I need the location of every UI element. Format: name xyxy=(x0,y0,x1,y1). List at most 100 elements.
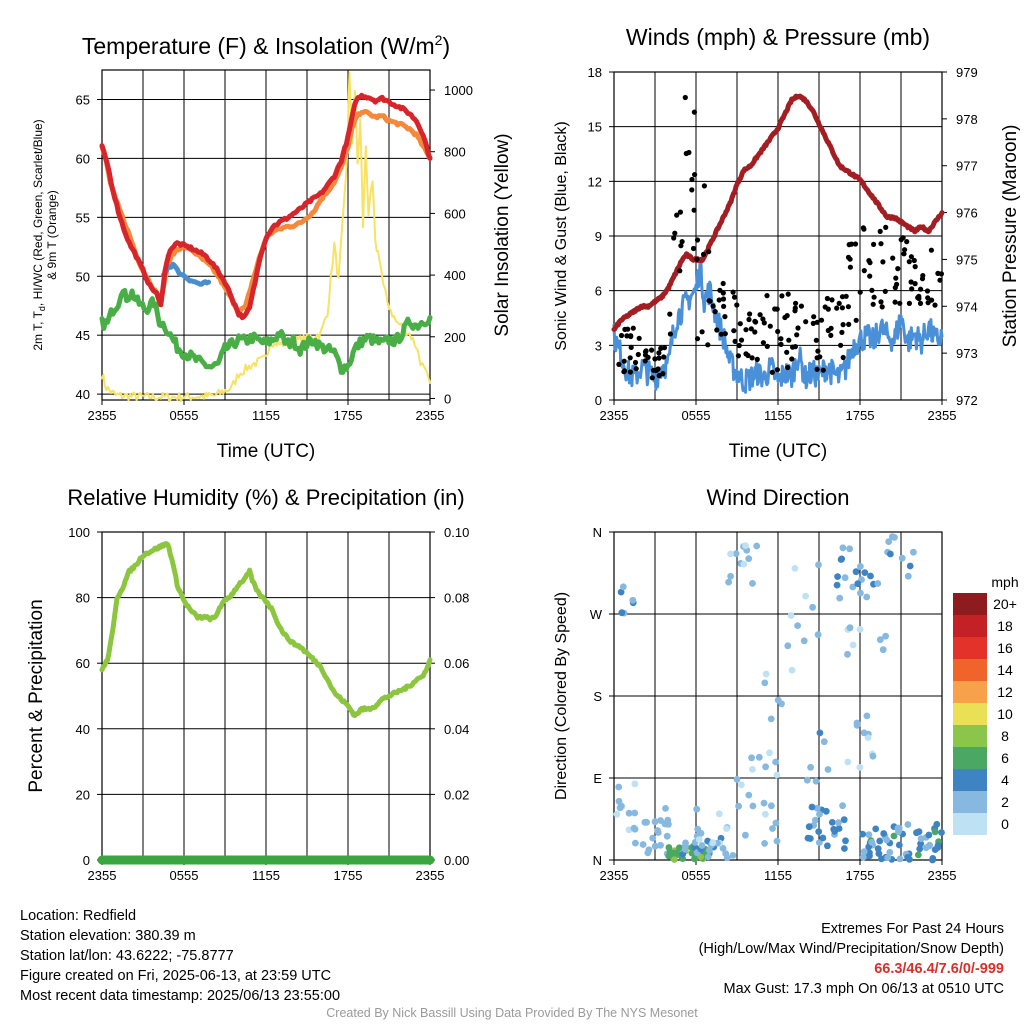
wind-gust-point xyxy=(912,281,918,287)
wind-gust-point xyxy=(661,354,667,360)
dir-point xyxy=(715,810,723,818)
dir-point xyxy=(880,830,888,837)
dir-point xyxy=(910,548,917,556)
wind-gust-point xyxy=(878,299,884,305)
dir-point xyxy=(846,545,853,553)
wind-gust-point xyxy=(720,296,727,302)
wind-y2tick-label: 979 xyxy=(956,65,978,80)
wind-gust-point xyxy=(706,249,712,255)
rh-xtick-label: 2355 xyxy=(88,868,117,883)
wind-gust-point xyxy=(749,355,755,361)
rh-xtick-label: 1155 xyxy=(252,868,280,883)
dir-point xyxy=(904,821,912,828)
dir-point xyxy=(787,612,795,619)
wind-y2tick-label: 975 xyxy=(956,252,978,267)
temp-series-dew xyxy=(99,287,433,375)
wind-gust-point xyxy=(721,303,727,309)
wind-gust-point xyxy=(624,333,630,339)
wind-gust-point xyxy=(734,302,740,308)
wind-gust-point xyxy=(671,235,677,241)
dir-legend-swatch xyxy=(953,747,987,769)
wind-y2tick-label: 978 xyxy=(956,112,978,127)
wind-gust-point xyxy=(906,300,913,306)
wind-gust-point xyxy=(689,176,695,183)
dir-point xyxy=(879,646,887,654)
wind-gust-point xyxy=(918,286,924,292)
dir-point xyxy=(925,831,933,839)
station-elevation: Station elevation: 380.39 m xyxy=(20,928,196,944)
wind-gust-point xyxy=(722,331,728,337)
dir-chart-title: Wind Direction xyxy=(706,485,849,510)
dir-point xyxy=(670,849,678,857)
wind-xtick-label: 1755 xyxy=(846,408,875,423)
rh-ytick-label: 80 xyxy=(76,591,90,606)
wind-y2tick-label: 977 xyxy=(956,159,978,174)
wind-gust-point xyxy=(917,300,924,306)
dir-legend-label: 16 xyxy=(997,640,1013,656)
temp-y2tick-label: 0 xyxy=(444,391,451,406)
wind-gust-point xyxy=(845,304,852,310)
wind-gust-point xyxy=(840,322,846,328)
dir-point xyxy=(906,562,914,570)
dir-point xyxy=(864,734,872,741)
wind-gust-point xyxy=(845,254,852,260)
dir-legend-swatch xyxy=(953,637,987,659)
dir-point xyxy=(828,819,836,826)
dir-point xyxy=(917,840,924,848)
dir-point xyxy=(727,572,734,580)
dir-point xyxy=(762,763,769,771)
wind-gust-point xyxy=(738,337,745,343)
wind-gust-point xyxy=(828,325,834,331)
temp-xtick-label: 2355 xyxy=(88,408,117,423)
dir-point xyxy=(727,550,734,558)
wind-gust-point xyxy=(893,275,899,281)
dir-point xyxy=(860,848,868,856)
wind-gust-point xyxy=(822,304,828,310)
wind-gust-point xyxy=(847,264,854,270)
dir-point xyxy=(691,854,699,862)
wind-gust-point xyxy=(636,335,642,341)
temp-ylabel-line2: & 9m T (Orange) xyxy=(45,190,59,280)
wind-gust-point xyxy=(660,371,666,377)
dir-point xyxy=(769,825,776,832)
wind-gust-point xyxy=(628,333,634,339)
wind-gust-point xyxy=(860,225,867,231)
wind-xlabel: Time (UTC) xyxy=(729,441,828,462)
wind-gust-point xyxy=(778,336,784,342)
dir-point xyxy=(630,824,638,832)
wind-gust-point xyxy=(912,264,918,270)
wind-gust-point xyxy=(932,302,938,308)
wind-gust-point xyxy=(625,326,631,332)
wind-y2tick-label: 973 xyxy=(956,346,978,361)
dir-point xyxy=(835,819,842,827)
dir-ytick-label: S xyxy=(593,689,602,704)
wind-gust-point xyxy=(656,350,662,356)
dir-legend-label: 18 xyxy=(997,618,1013,634)
wind-gust-point xyxy=(866,258,872,264)
wind-gust-point xyxy=(778,341,784,347)
dir-legend-swatch xyxy=(953,659,987,681)
wind-ytick-label: 9 xyxy=(595,229,602,244)
rh-chart-title: Relative Humidity (%) & Precipitation (i… xyxy=(67,485,464,510)
dir-point xyxy=(749,802,757,810)
wind-gust-point xyxy=(834,305,840,311)
credit-line: Created By Nick Bassill Using Data Provi… xyxy=(326,1006,698,1020)
recent-timestamp: Most recent data timestamp: 2025/06/13 2… xyxy=(20,988,341,1004)
dir-point xyxy=(649,834,657,842)
wind-gust-point xyxy=(902,247,908,253)
dir-point xyxy=(929,855,937,862)
dir-point xyxy=(838,555,846,563)
dir-point xyxy=(841,574,849,582)
dir-point xyxy=(772,819,780,827)
dir-point xyxy=(791,565,799,572)
dir-point xyxy=(644,849,652,857)
rh-ytick-label: 40 xyxy=(76,722,90,737)
wind-gust-point xyxy=(635,351,641,358)
wind-gust-point xyxy=(691,109,698,115)
wind-gust-point xyxy=(897,300,903,306)
wind-gust-point xyxy=(811,314,817,320)
wind-gust-point xyxy=(769,369,775,375)
temp-ytick-label: 50 xyxy=(76,269,90,284)
dir-point xyxy=(931,828,939,836)
rh-y2tick-label: 0.06 xyxy=(444,656,469,671)
